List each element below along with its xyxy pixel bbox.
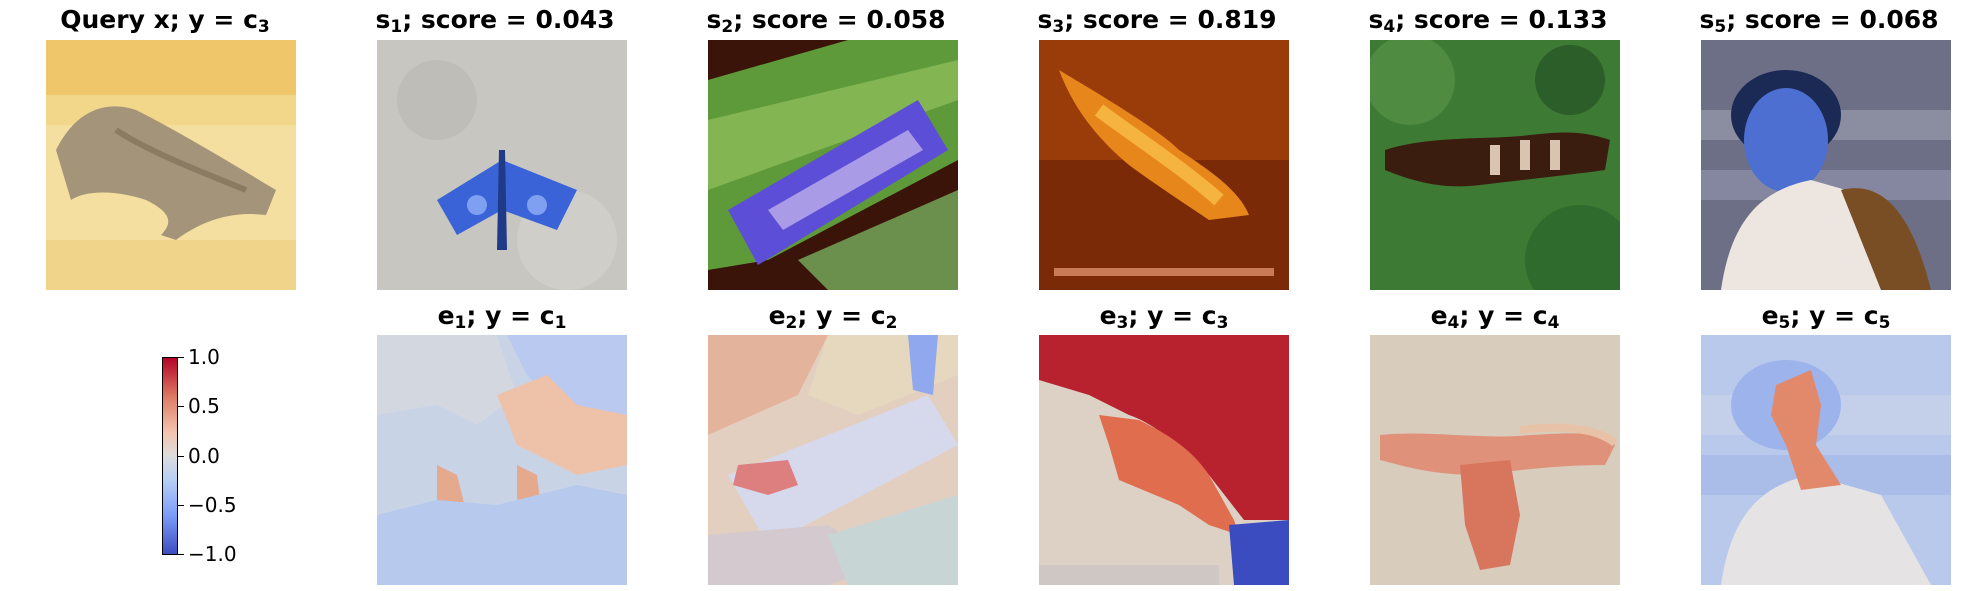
explanation-title-4: e4; y = c4: [1430, 301, 1560, 333]
sample-image-1: [377, 40, 627, 290]
sample-image-2: [708, 40, 958, 290]
colorbar-label-2: 0.5: [188, 394, 220, 418]
colorbar-label-1: 1.0: [188, 345, 220, 369]
explanation-heatmap-5: [1701, 335, 1951, 585]
colorbar-label-4: −0.5: [188, 493, 237, 517]
sample-title-5: s5; score = 0.068: [1699, 5, 1939, 37]
explanation-heatmap-4: [1370, 335, 1620, 585]
explanation-title-1: e1; y = c1: [437, 301, 567, 333]
colorbar-tick-5: [178, 554, 184, 555]
colorbar-tick-4: [178, 505, 184, 506]
sample-title-2: s2; score = 0.058: [706, 5, 946, 37]
colorbar-tick-2: [178, 406, 184, 407]
explanation-title-2: e2; y = c2: [768, 301, 898, 333]
sample-title-3: s3; score = 0.819: [1037, 5, 1277, 37]
colorbar-label-5: −1.0: [188, 542, 237, 566]
query-title: Query x; y = c3: [60, 5, 270, 37]
colorbar: [162, 357, 178, 555]
sample-image-4: [1370, 40, 1620, 290]
query-image: [46, 40, 296, 290]
explanation-heatmap-3: [1039, 335, 1289, 585]
sample-image-5: [1701, 40, 1951, 290]
colorbar-label-3: 0.0: [188, 444, 220, 468]
explanation-title-5: e5; y = c5: [1761, 301, 1891, 333]
sample-image-3: [1039, 40, 1289, 290]
sample-title-4: s4; score = 0.133: [1368, 5, 1608, 37]
explanation-heatmap-2: [708, 335, 958, 585]
colorbar-tick-1: [178, 357, 184, 358]
colorbar-tick-3: [178, 456, 184, 457]
explanation-heatmap-1: [377, 335, 627, 585]
explanation-title-3: e3; y = c3: [1099, 301, 1229, 333]
sample-title-1: s1; score = 0.043: [375, 5, 615, 37]
